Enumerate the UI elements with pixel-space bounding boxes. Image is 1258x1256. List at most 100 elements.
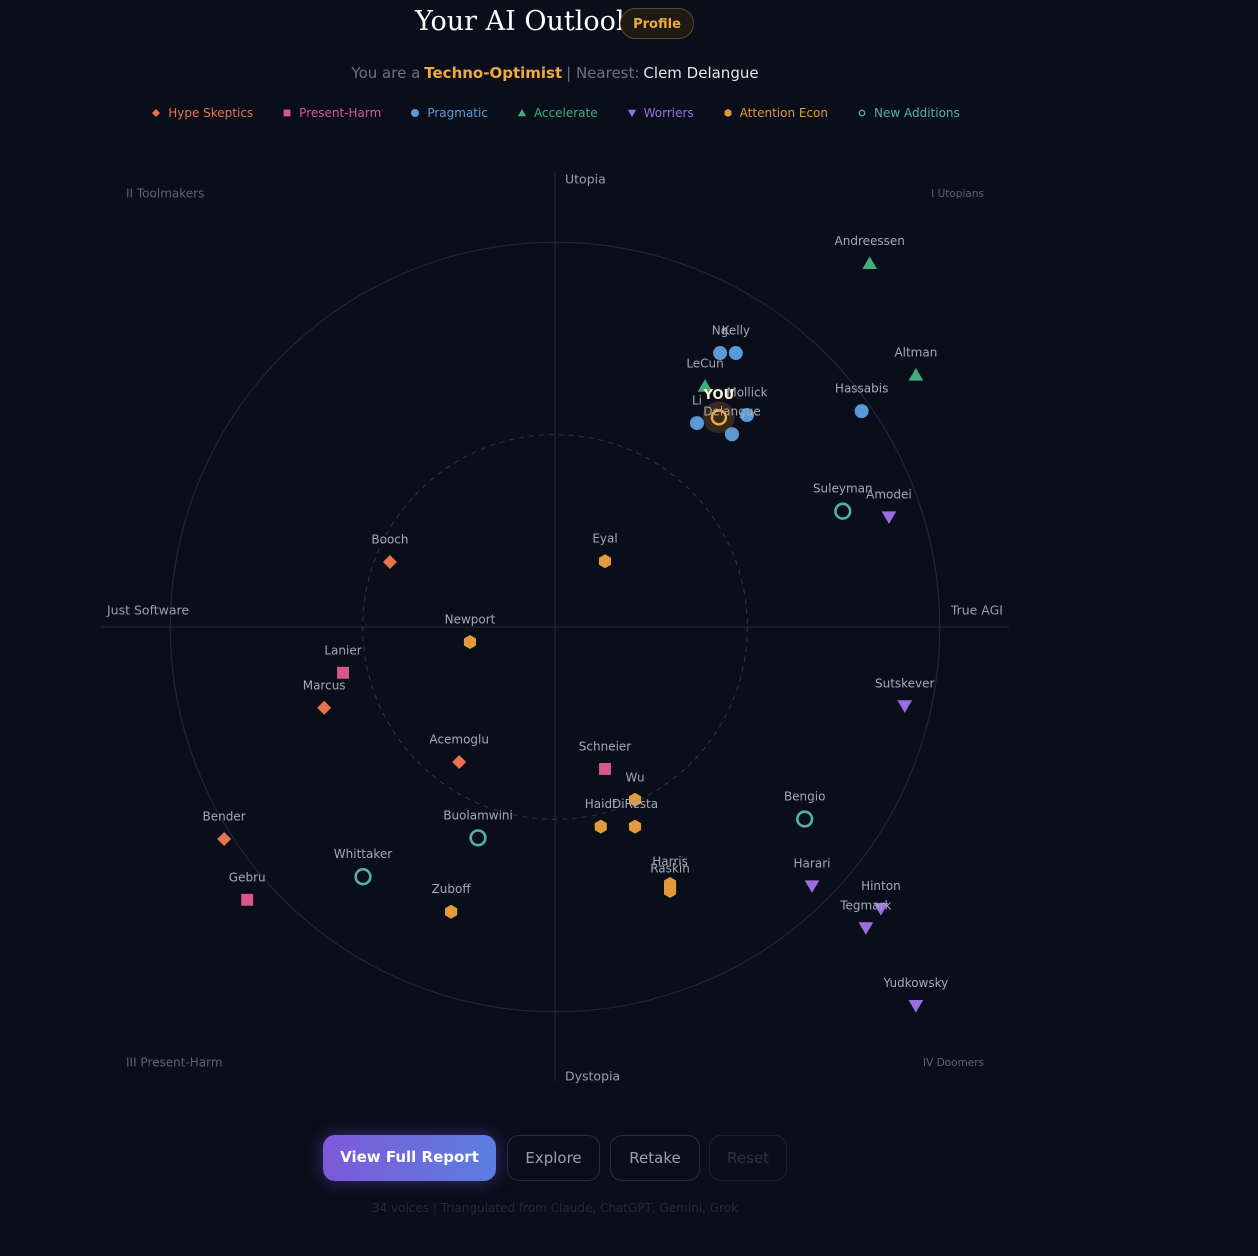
point bbox=[862, 256, 878, 270]
point-label: Mollick bbox=[726, 386, 767, 400]
point-label: Hinton bbox=[861, 879, 901, 893]
reset-button[interactable]: Reset bbox=[709, 1135, 787, 1181]
point-label: LeCun bbox=[686, 357, 723, 371]
nearest-label: | Nearest: bbox=[566, 64, 640, 82]
legend-marker bbox=[283, 109, 291, 117]
axis-label: Dystopia bbox=[565, 1069, 620, 1084]
point-label: Harari bbox=[794, 856, 831, 870]
point-label: Hassabis bbox=[835, 382, 888, 396]
point-label: Whittaker bbox=[334, 847, 392, 861]
legend-marker bbox=[627, 109, 636, 117]
axis-label: Utopia bbox=[565, 172, 606, 187]
legend-item[interactable]: Worriers bbox=[626, 106, 694, 120]
title: Your AI Outlook bbox=[415, 6, 633, 37]
legend-text: Pragmatic bbox=[427, 106, 488, 120]
point-label: Buolamwini bbox=[443, 808, 513, 822]
explore-button[interactable]: Explore bbox=[507, 1135, 600, 1181]
point-label: Ng bbox=[712, 324, 729, 338]
point bbox=[796, 810, 814, 828]
point-label: Wu bbox=[626, 770, 645, 784]
point-label: Acemoglu bbox=[429, 733, 489, 747]
legend-item[interactable]: Hype Skeptics bbox=[150, 106, 253, 120]
legend-item[interactable]: Accelerate bbox=[516, 106, 598, 120]
point bbox=[354, 868, 372, 886]
point-label: Marcus bbox=[303, 678, 346, 692]
quadrant-label: III Present-Harm bbox=[126, 1056, 223, 1070]
point bbox=[445, 904, 458, 919]
legend-icon bbox=[517, 109, 527, 117]
point-label: Suleyman bbox=[813, 482, 873, 496]
point-label: Eyal bbox=[592, 532, 617, 546]
legend-icon bbox=[724, 109, 732, 117]
point bbox=[897, 700, 913, 713]
point-label: Harris bbox=[652, 855, 688, 869]
point bbox=[217, 831, 232, 846]
footer: 34 voices | Triangulated from Claude, Ch… bbox=[371, 1201, 739, 1215]
point-label: Li bbox=[692, 394, 702, 408]
legend-item[interactable]: Present-Harm bbox=[281, 106, 381, 120]
legend-icon bbox=[283, 109, 291, 117]
nearest-name: Clem Delangue bbox=[643, 64, 759, 82]
point bbox=[697, 379, 713, 392]
point bbox=[713, 346, 728, 361]
axis-label: Just Software bbox=[106, 603, 189, 618]
legend-marker bbox=[724, 109, 732, 117]
point bbox=[739, 408, 754, 423]
you-point bbox=[710, 409, 728, 426]
legend-item[interactable]: Attention Econ bbox=[722, 106, 828, 120]
point bbox=[463, 635, 477, 650]
point bbox=[804, 880, 820, 893]
point-label: Altman bbox=[894, 345, 937, 359]
report-button[interactable]: View Full Report bbox=[323, 1135, 496, 1181]
point bbox=[908, 367, 924, 381]
legend: Hype Skeptics Present-Harm Pragmatic Accele… bbox=[0, 106, 1110, 120]
point-label: Bengio bbox=[784, 789, 826, 803]
quadrant-label: II Toolmakers bbox=[126, 187, 204, 201]
point-label: Delangue bbox=[703, 405, 761, 419]
point-label: Lanier bbox=[324, 643, 361, 657]
legend-text: Hype Skeptics bbox=[168, 106, 254, 120]
point-label: Raskin bbox=[650, 861, 690, 875]
point-label: Gebru bbox=[229, 870, 266, 884]
subtitle: You are a Techno-Optimist | Nearest: Clem D… bbox=[0, 64, 1110, 82]
point-label: Tegmark bbox=[839, 898, 891, 912]
archetype: Techno-Optimist bbox=[424, 64, 563, 82]
quadrant-label: IV Doomers bbox=[923, 1057, 984, 1069]
point-label: Yudkowsky bbox=[883, 976, 949, 990]
axis-label: True AGI bbox=[950, 603, 1003, 618]
you-label: YOU bbox=[703, 388, 735, 403]
legend-item[interactable]: Pragmatic bbox=[409, 106, 488, 120]
subtitle-prefix: You are a bbox=[351, 64, 421, 82]
point bbox=[663, 883, 677, 898]
legend-text: New Additions bbox=[874, 106, 960, 120]
legend-marker bbox=[411, 109, 420, 117]
point bbox=[598, 554, 612, 569]
point bbox=[241, 893, 254, 906]
point bbox=[628, 792, 642, 807]
legend-icon bbox=[627, 109, 636, 117]
point bbox=[881, 511, 897, 524]
legend-text: Accelerate bbox=[533, 106, 598, 120]
point bbox=[689, 416, 704, 431]
point bbox=[724, 427, 739, 442]
profile-badge[interactable]: Profile bbox=[620, 8, 694, 39]
point-label: Newport bbox=[445, 613, 496, 627]
point-label: Sutskever bbox=[875, 676, 935, 690]
point bbox=[628, 819, 642, 834]
point-label: Amodei bbox=[866, 487, 912, 501]
point bbox=[469, 829, 487, 847]
legend-marker bbox=[152, 109, 161, 117]
legend-item[interactable]: New Additions bbox=[856, 106, 960, 120]
point-label: Bender bbox=[203, 809, 246, 823]
point bbox=[873, 903, 889, 916]
point bbox=[854, 404, 869, 419]
retake-button[interactable]: Retake bbox=[610, 1135, 700, 1181]
legend-marker bbox=[858, 109, 866, 117]
point bbox=[594, 819, 607, 834]
point bbox=[317, 700, 332, 715]
legend-icon bbox=[411, 109, 420, 117]
point-label: Haidt bbox=[585, 797, 617, 811]
point bbox=[834, 502, 852, 520]
